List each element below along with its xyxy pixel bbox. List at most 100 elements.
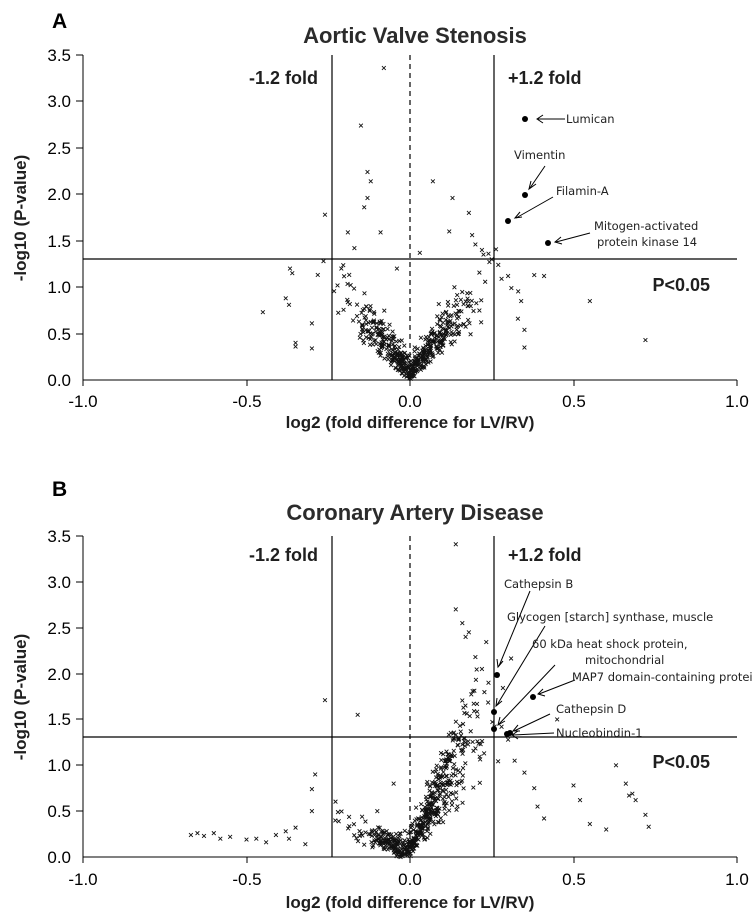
arrow-head xyxy=(497,716,506,727)
data-point xyxy=(368,319,373,325)
data-point xyxy=(463,703,468,708)
data-point xyxy=(392,843,398,848)
data-point xyxy=(458,297,464,302)
data-point xyxy=(369,325,375,330)
data-point xyxy=(386,344,392,349)
data-point xyxy=(460,289,465,295)
x-tick-label: -1.0 xyxy=(68,870,97,889)
data-point xyxy=(428,359,433,364)
data-point xyxy=(489,257,494,262)
data-point-highlight xyxy=(522,116,528,122)
protein-label-lumican: Lumican xyxy=(566,112,615,126)
data-point xyxy=(368,336,373,342)
data-point xyxy=(493,247,499,252)
data-point xyxy=(408,853,413,859)
data-point xyxy=(470,688,475,694)
data-point xyxy=(486,251,491,256)
data-point xyxy=(354,313,360,319)
panel-letter-a: A xyxy=(52,10,67,33)
y-tick-label: 3.5 xyxy=(47,527,71,546)
data-point xyxy=(425,835,430,841)
data-point xyxy=(460,620,465,626)
data-point xyxy=(434,336,439,342)
data-point xyxy=(425,816,431,822)
data-point xyxy=(577,797,583,803)
data-point xyxy=(364,321,369,327)
data-point xyxy=(393,366,399,371)
data-point xyxy=(479,298,484,303)
data-point xyxy=(454,807,459,812)
data-point xyxy=(431,798,437,803)
data-point xyxy=(438,750,444,756)
data-point xyxy=(369,829,374,834)
data-point xyxy=(412,360,417,365)
data-point-highlight xyxy=(491,726,497,732)
arrow-head xyxy=(511,730,519,740)
data-point xyxy=(456,331,461,336)
data-point xyxy=(451,736,456,741)
data-point xyxy=(441,783,446,788)
data-point xyxy=(440,819,446,825)
arrow-head xyxy=(513,211,523,219)
data-point xyxy=(357,335,363,340)
data-point xyxy=(441,801,447,806)
data-point xyxy=(623,781,629,786)
data-point xyxy=(370,843,376,848)
y-tick-label: 1.0 xyxy=(47,278,71,297)
data-point xyxy=(541,273,547,279)
data-point xyxy=(496,262,501,268)
data-point xyxy=(453,790,459,795)
data-point xyxy=(379,340,384,345)
data-point xyxy=(454,327,459,332)
y-tick-label: 1.5 xyxy=(47,710,71,729)
arrow-head xyxy=(528,180,537,191)
data-point xyxy=(398,854,403,860)
data-point xyxy=(404,843,409,849)
data-point xyxy=(283,296,288,301)
data-point xyxy=(352,833,357,838)
data-point xyxy=(227,834,233,840)
data-point xyxy=(373,829,379,835)
protein-label-filamin-a: Filamin-A xyxy=(556,184,609,198)
data-point xyxy=(430,339,436,345)
data-point xyxy=(357,828,362,834)
data-point xyxy=(453,298,459,303)
data-point xyxy=(444,773,450,779)
x-tick-label: -0.5 xyxy=(232,870,261,889)
data-point xyxy=(465,317,471,323)
data-point xyxy=(451,303,457,309)
data-point xyxy=(363,819,368,824)
data-point xyxy=(339,266,344,271)
data-point xyxy=(452,285,457,290)
data-point xyxy=(473,654,478,660)
data-point xyxy=(419,365,424,371)
data-point xyxy=(437,318,443,323)
data-point xyxy=(486,680,491,685)
data-point xyxy=(535,804,540,809)
data-point xyxy=(460,765,466,771)
data-point xyxy=(358,123,364,128)
data-point xyxy=(405,849,410,854)
data-point xyxy=(290,270,295,276)
protein-label-cathepsin-b: Cathepsin B xyxy=(504,577,573,591)
protein-label-cathepsin-d: Cathepsin D xyxy=(556,702,626,716)
highlighted-proteins-a: Lumican Vimentin Filamin-A Mitogen-activ… xyxy=(505,112,698,249)
data-point xyxy=(643,812,648,818)
data-point xyxy=(460,747,466,753)
data-point xyxy=(303,841,308,847)
x-tick-label: -0.5 xyxy=(232,392,261,411)
data-point xyxy=(500,685,506,691)
data-point xyxy=(440,787,445,793)
pvalue-label: P<0.05 xyxy=(652,752,710,772)
data-point xyxy=(397,841,403,846)
data-point xyxy=(430,769,436,774)
data-point xyxy=(505,273,511,279)
data-point xyxy=(451,730,457,735)
data-point xyxy=(375,808,380,814)
y-tick-label: 0.0 xyxy=(47,848,71,867)
data-point xyxy=(426,352,431,358)
data-point xyxy=(427,347,433,352)
data-point xyxy=(393,831,399,837)
data-point xyxy=(401,842,407,848)
data-point xyxy=(435,819,441,825)
